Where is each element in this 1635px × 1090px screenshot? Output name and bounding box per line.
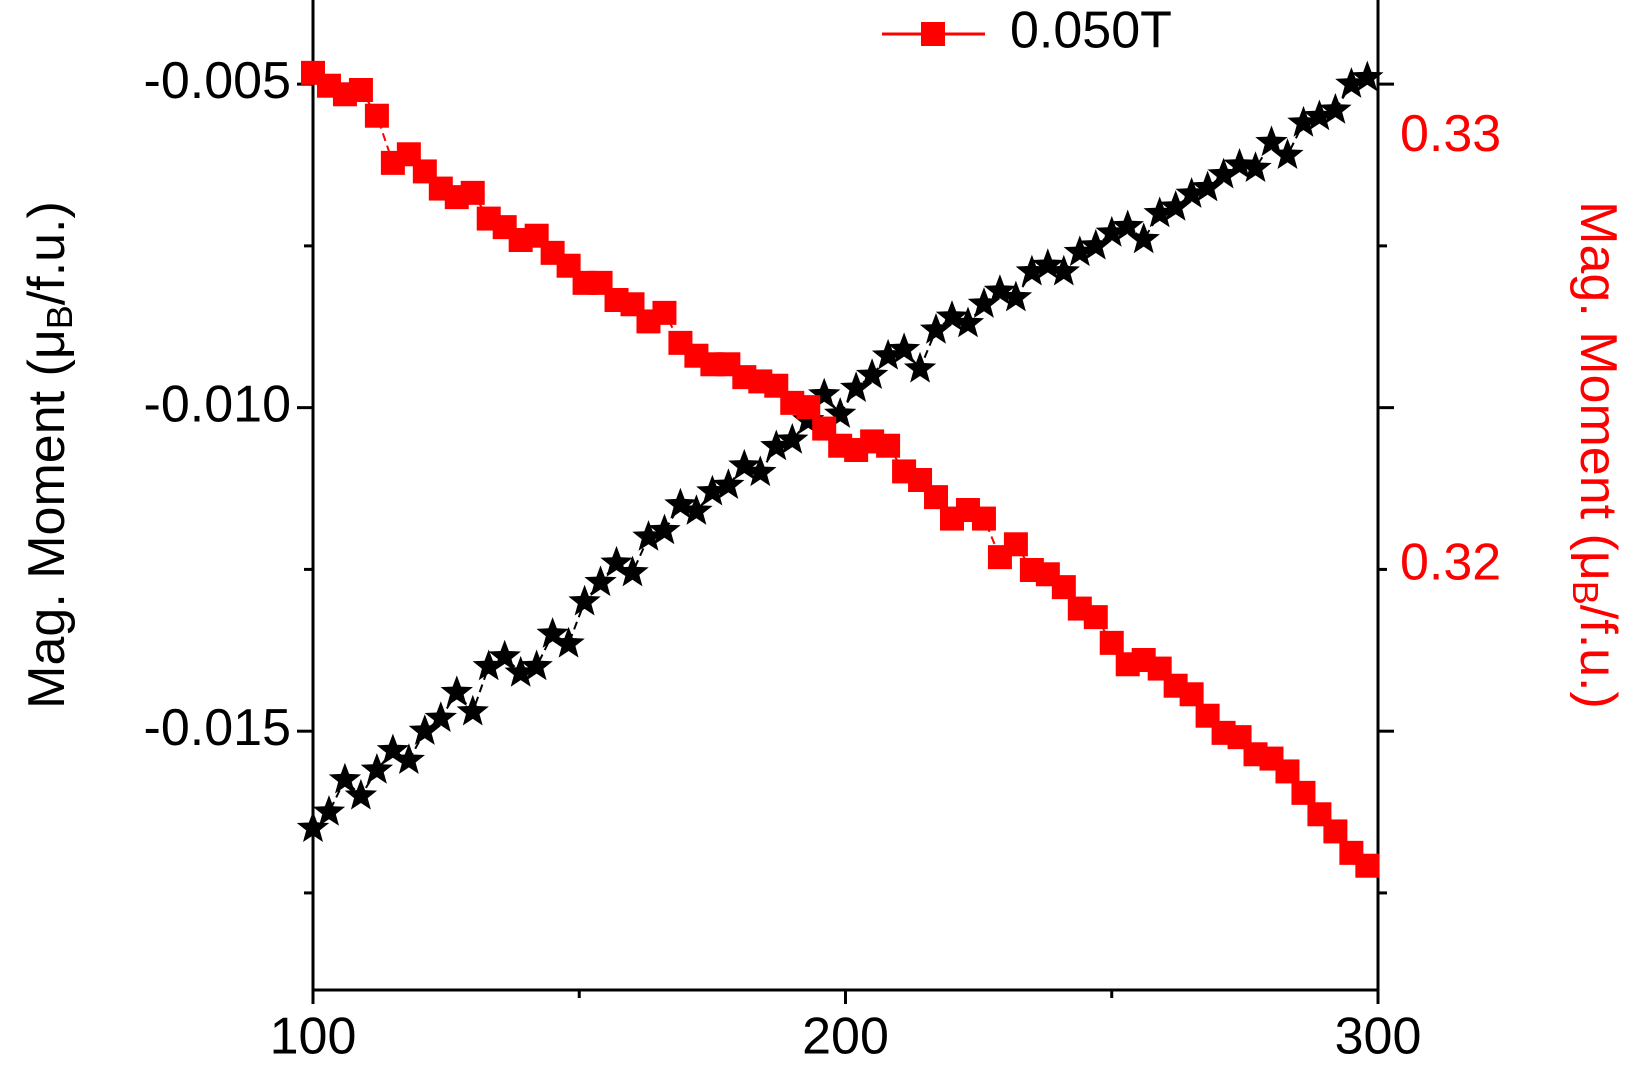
- x-tick-label: 200: [802, 1008, 889, 1066]
- star-marker: [935, 300, 969, 331]
- star-marker: [376, 733, 409, 765]
- square-marker: [796, 395, 821, 420]
- star-marker: [1207, 157, 1240, 189]
- star-marker: [616, 555, 649, 587]
- star-marker: [488, 639, 521, 671]
- square-marker: [876, 433, 901, 458]
- star-marker: [600, 545, 633, 577]
- star-marker: [1351, 60, 1384, 92]
- star-marker: [344, 778, 378, 810]
- star-marker: [392, 743, 425, 774]
- star-marker: [1159, 190, 1192, 221]
- square-marker: [1099, 630, 1124, 655]
- star-marker: [887, 332, 921, 364]
- star-marker: [360, 753, 394, 784]
- star-marker: [552, 626, 585, 658]
- star-marker: [1031, 248, 1064, 279]
- star-marker: [1255, 125, 1288, 157]
- star-marker: [408, 714, 441, 745]
- star-marker: [680, 494, 713, 525]
- star-marker: [424, 701, 457, 732]
- star-marker: [999, 280, 1033, 312]
- y-tick-label: -0.005: [144, 52, 291, 110]
- star-marker: [728, 448, 761, 480]
- square-marker: [1355, 853, 1380, 878]
- legend-marker: [921, 22, 945, 46]
- star-marker: [456, 694, 489, 726]
- square-marker: [1083, 605, 1108, 630]
- star-marker: [648, 513, 681, 545]
- star-marker: [1239, 151, 1272, 182]
- square-marker: [1291, 780, 1316, 805]
- star-marker: [536, 617, 569, 648]
- star-marker: [472, 649, 505, 681]
- star-marker: [983, 274, 1017, 305]
- star-marker: [1223, 148, 1256, 179]
- star-marker: [520, 649, 553, 681]
- star-marker: [744, 455, 777, 487]
- y2-tick-label: 0.33: [1400, 105, 1501, 163]
- star-marker: [504, 655, 537, 687]
- legend-label: 0.050T: [1010, 2, 1172, 60]
- star-marker: [1047, 254, 1080, 286]
- star-marker: [760, 429, 793, 461]
- star-marker: [1079, 228, 1112, 260]
- star-marker: [712, 468, 745, 499]
- star-marker: [1191, 170, 1224, 202]
- square-marker: [971, 506, 996, 531]
- star-marker: [824, 397, 857, 428]
- star-marker: [328, 762, 362, 794]
- star-marker: [856, 358, 889, 389]
- star-marker: [1127, 222, 1160, 254]
- star-marker: [632, 520, 665, 551]
- star-marker: [568, 584, 601, 616]
- star-marker: [584, 565, 617, 597]
- star-marker: [1063, 235, 1096, 267]
- star-marker: [1303, 99, 1336, 131]
- star-marker: [1287, 105, 1320, 137]
- star-marker: [1335, 67, 1368, 98]
- plot-frame: [311, 0, 1380, 992]
- star-marker: [903, 351, 937, 383]
- star-marker: [1143, 196, 1176, 228]
- star-marker: [840, 371, 873, 402]
- star-marker: [1271, 138, 1304, 169]
- star-marker: [919, 313, 953, 344]
- x-tick-label: 300: [1335, 1008, 1422, 1066]
- y-tick-label: -0.010: [144, 375, 291, 433]
- star-marker: [871, 338, 905, 370]
- star-marker: [312, 795, 346, 826]
- star-marker: [664, 487, 697, 519]
- star-marker: [776, 423, 809, 454]
- star-marker: [296, 811, 330, 842]
- square-marker: [460, 180, 485, 205]
- star-marker: [696, 474, 729, 506]
- star-marker: [1015, 254, 1048, 286]
- square-marker: [364, 103, 389, 128]
- star-marker: [808, 377, 841, 409]
- y-axis-label: Mag. Moment (μB/f.u.): [18, 201, 80, 709]
- square-marker: [924, 485, 949, 510]
- square-marker: [1003, 532, 1028, 557]
- y-tick-label: -0.015: [144, 699, 291, 757]
- x-tick-label: 100: [270, 1008, 357, 1066]
- square-marker: [652, 300, 677, 325]
- star-marker: [967, 287, 1001, 318]
- star-marker: [440, 675, 473, 707]
- square-marker: [1323, 819, 1348, 844]
- y2-axis-label: Mag. Moment (μB/f.u.): [1565, 201, 1627, 709]
- y2-tick-label: 0.32: [1400, 533, 1501, 591]
- star-marker: [1319, 93, 1352, 124]
- star-marker: [1111, 209, 1144, 241]
- star-marker: [1175, 177, 1208, 208]
- square-marker: [1051, 575, 1076, 600]
- star-marker: [951, 306, 985, 338]
- square-marker: [1179, 682, 1204, 707]
- star-marker: [1095, 215, 1128, 247]
- square-marker: [348, 78, 373, 102]
- square-marker: [1275, 759, 1300, 784]
